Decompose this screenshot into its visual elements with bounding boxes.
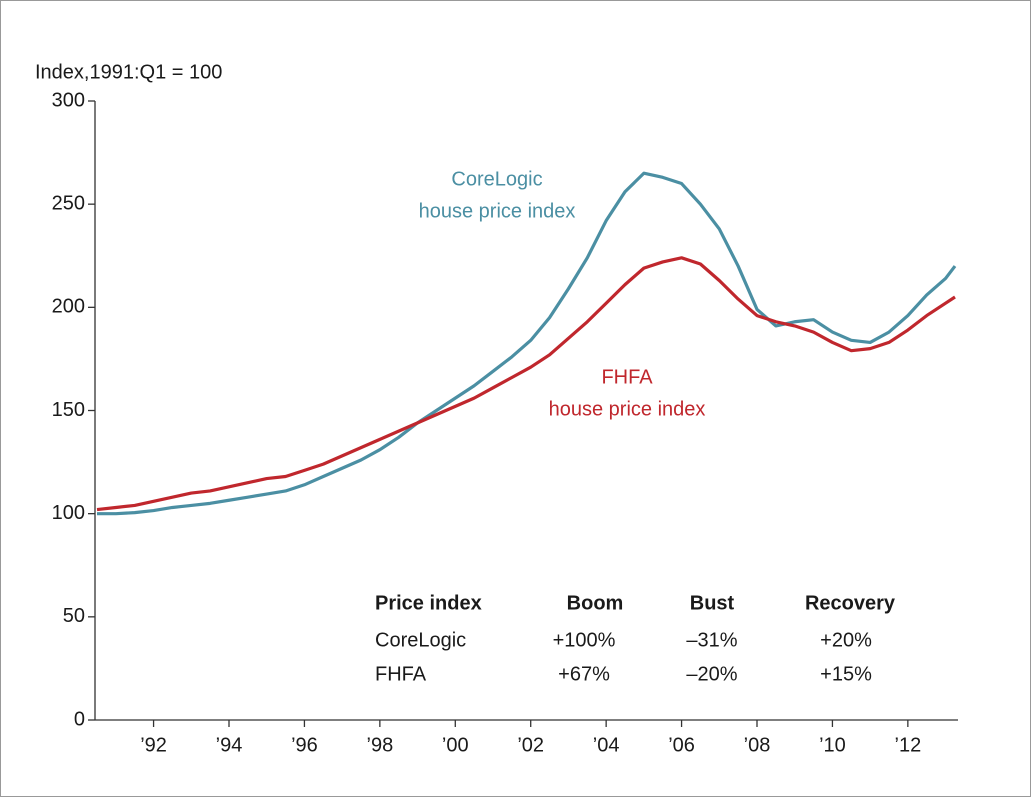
table-header: Price index — [375, 592, 482, 614]
y-tick-label: 0 — [74, 708, 85, 730]
x-tick-label: ’06 — [668, 734, 695, 756]
x-tick-label: ’08 — [744, 734, 771, 756]
series-label: CoreLogic — [451, 168, 542, 190]
series-line — [96, 256, 956, 512]
x-tick-label: ’12 — [895, 734, 922, 756]
table-cell: +20% — [820, 629, 872, 651]
table-header: Boom — [567, 592, 624, 614]
x-tick-label: ’00 — [442, 734, 469, 756]
y-tick-label: 100 — [52, 502, 85, 524]
x-tick-label: ’10 — [819, 734, 846, 756]
table-cell: +100% — [553, 629, 616, 651]
x-tick-label: ’94 — [216, 734, 243, 756]
series-label: house price index — [419, 200, 576, 222]
x-tick-label: ’04 — [593, 734, 620, 756]
x-tick-label: ’98 — [367, 734, 394, 756]
y-tick-label: 300 — [52, 89, 85, 111]
series-label: FHFA — [601, 366, 653, 388]
table-cell: +15% — [820, 663, 872, 685]
table-header: Bust — [690, 592, 735, 614]
series-line — [97, 171, 957, 516]
table-cell: +67% — [558, 663, 610, 685]
series-label: house price index — [549, 398, 706, 420]
y-tick-label: 150 — [52, 399, 85, 421]
table-header: Recovery — [805, 592, 896, 614]
x-tick-label: ’96 — [291, 734, 318, 756]
table-cell: CoreLogic — [375, 629, 466, 651]
table-cell: FHFA — [375, 663, 427, 685]
table-cell: –31% — [686, 629, 737, 651]
y-tick-label: 250 — [52, 192, 85, 214]
y-tick-label: 200 — [52, 296, 85, 318]
x-tick-label: ’02 — [517, 734, 544, 756]
table-cell: –20% — [686, 663, 737, 685]
y-tick-label: 50 — [63, 605, 85, 627]
y-axis-label: Index,1991:Q1 = 100 — [35, 61, 222, 83]
x-tick-label: ’92 — [140, 734, 167, 756]
